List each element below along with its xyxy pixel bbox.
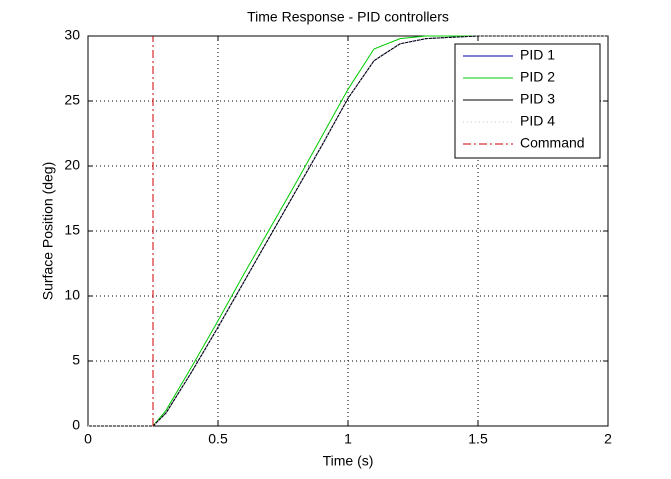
series-line	[88, 35, 608, 427]
y-tick-label: 20	[64, 157, 80, 173]
legend-label: PID 3	[520, 91, 555, 107]
x-tick-label: 1	[344, 431, 352, 447]
x-tick-label: 1.5	[468, 431, 488, 447]
series-line	[88, 35, 608, 427]
y-tick-label: 25	[64, 92, 80, 108]
x-tick-label: 2	[604, 431, 612, 447]
legend-label: PID 2	[520, 69, 555, 85]
legend-label: PID 4	[520, 113, 555, 129]
x-tick-label: 0	[84, 431, 92, 447]
y-tick-label: 30	[64, 27, 80, 43]
y-tick-label: 5	[72, 352, 80, 368]
x-axis-label: Time (s)	[323, 453, 374, 469]
legend-box	[454, 43, 601, 159]
legend-label: PID 1	[520, 47, 555, 63]
y-axis-label: Surface Position (deg)	[40, 162, 56, 301]
y-tick-label: 0	[72, 417, 80, 433]
chart-title: Time Response - PID controllers	[247, 9, 449, 25]
y-tick-label: 15	[64, 222, 80, 238]
legend-label: Command	[520, 135, 585, 151]
x-tick-label: 0.5	[208, 431, 228, 447]
y-tick-label: 10	[64, 287, 80, 303]
